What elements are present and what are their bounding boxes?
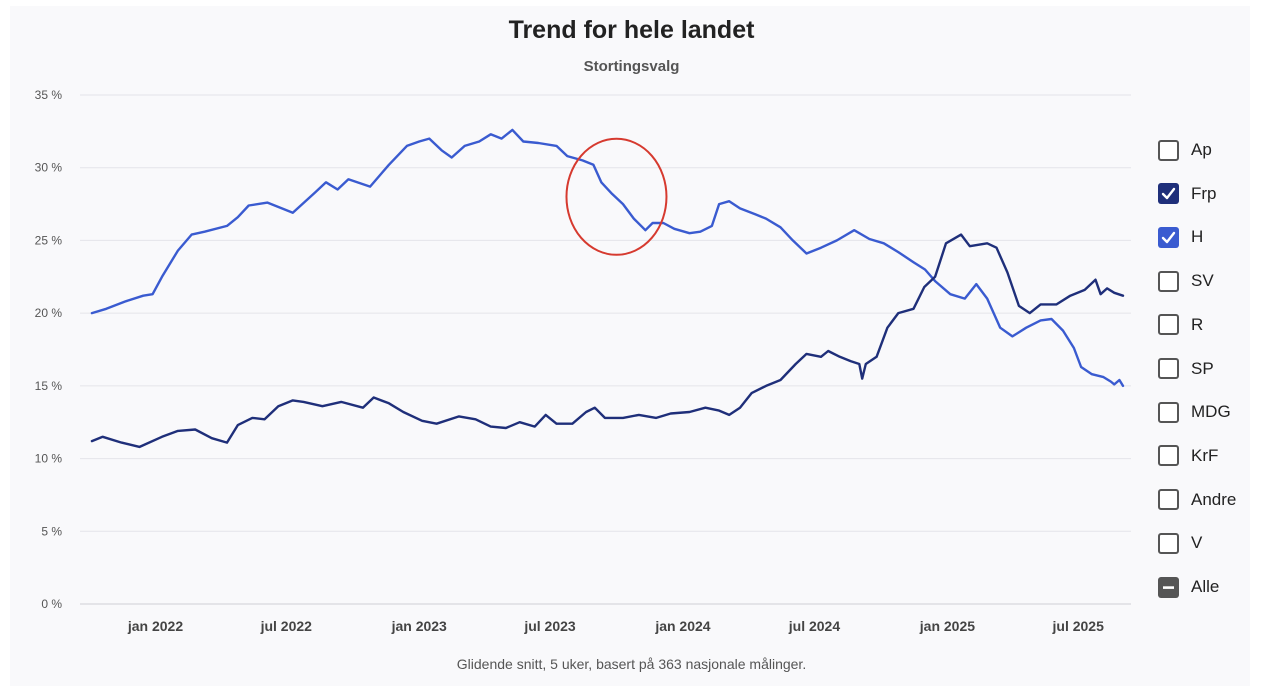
legend-checkbox[interactable] [1158, 532, 1179, 554]
x-tick-label: jan 2025 [919, 618, 975, 634]
y-tick-label: 35 % [35, 88, 63, 102]
annotations [565, 137, 668, 256]
annotation-circle [565, 137, 668, 256]
legend-checkbox[interactable] [1158, 226, 1179, 248]
x-tick-label: jan 2024 [654, 618, 710, 634]
legend-item-sp[interactable]: SP [1158, 355, 1214, 383]
chart-title: Trend for hele landet [508, 16, 755, 44]
minus-icon [1163, 585, 1174, 589]
legend-item-frp[interactable]: Frp [1158, 180, 1217, 208]
legend-item-sv[interactable]: SV [1158, 267, 1214, 295]
legend-label: MDG [1191, 402, 1231, 422]
legend-label: Ap [1191, 140, 1212, 159]
legend-checkbox[interactable] [1158, 314, 1179, 336]
legend-label: Frp [1191, 183, 1217, 203]
legend-checkbox[interactable] [1158, 489, 1179, 511]
y-tick-label: 5 % [41, 524, 62, 538]
legend-checkbox[interactable] [1158, 401, 1179, 423]
legend-label: R [1191, 314, 1204, 334]
y-tick-label: 30 % [35, 161, 63, 175]
chart-subtitle: Stortingsvalg [583, 58, 680, 75]
x-tick-label: jan 2023 [391, 618, 447, 634]
x-tick-label: jul 2023 [523, 618, 576, 634]
y-tick-label: 10 % [35, 452, 63, 466]
legend-item-krf[interactable]: KrF [1158, 442, 1218, 470]
x-tick-label: jan 2022 [127, 618, 183, 634]
y-tick-label: 0 % [41, 597, 62, 611]
chart-panel [10, 6, 1250, 686]
check-icon [1161, 187, 1176, 200]
y-axis-labels: 0 % 5 % 10 % 15 % 20 % 25 % 30 % 35 % [35, 88, 63, 611]
series-lines [90, 128, 1125, 449]
legend-checkbox[interactable] [1158, 183, 1179, 205]
check-icon [1161, 231, 1176, 244]
legend-item-ap[interactable]: Ap [1158, 136, 1212, 164]
x-axis-labels: jan 2022 jul 2022 jan 2023 jul 2023 jan 2024… [127, 618, 1104, 634]
legend-checkbox[interactable] [1158, 139, 1179, 161]
x-tick-label: jul 2022 [260, 618, 313, 634]
legend-checkbox[interactable] [1158, 270, 1179, 292]
legend-item-mdg[interactable]: MDG [1158, 398, 1231, 426]
series-line-h [90, 128, 1125, 388]
y-tick-label: 25 % [35, 233, 63, 247]
legend-item-alle[interactable]: Alle [1158, 573, 1219, 601]
y-tick-label: 20 % [35, 306, 63, 320]
x-tick-label: jul 2025 [1052, 618, 1105, 634]
legend-item-andre[interactable]: Andre [1158, 486, 1236, 514]
x-tick-label: jul 2024 [788, 618, 841, 634]
legend-label: V [1191, 533, 1203, 553]
legend-item-r[interactable]: R [1158, 311, 1203, 339]
chart-footnote: Glidende snitt, 5 uker, basert på 363 na… [456, 656, 807, 672]
series-line-frp [90, 233, 1125, 449]
legend-label: Alle [1191, 577, 1220, 596]
legend-checkbox[interactable] [1158, 358, 1179, 379]
legend-label: Andre [1191, 489, 1237, 509]
legend-checkbox[interactable] [1158, 576, 1179, 598]
legend-label: SP [1191, 358, 1214, 378]
legend-label: H [1191, 227, 1204, 247]
y-tick-label: 15 % [35, 379, 63, 393]
legend-label: SV [1191, 271, 1214, 291]
legend-label: KrF [1191, 445, 1219, 465]
legend-checkbox[interactable] [1158, 445, 1179, 467]
legend-item-v[interactable]: V [1158, 529, 1202, 557]
grid-lines [80, 94, 1131, 605]
legend-item-h[interactable]: H [1158, 223, 1203, 251]
